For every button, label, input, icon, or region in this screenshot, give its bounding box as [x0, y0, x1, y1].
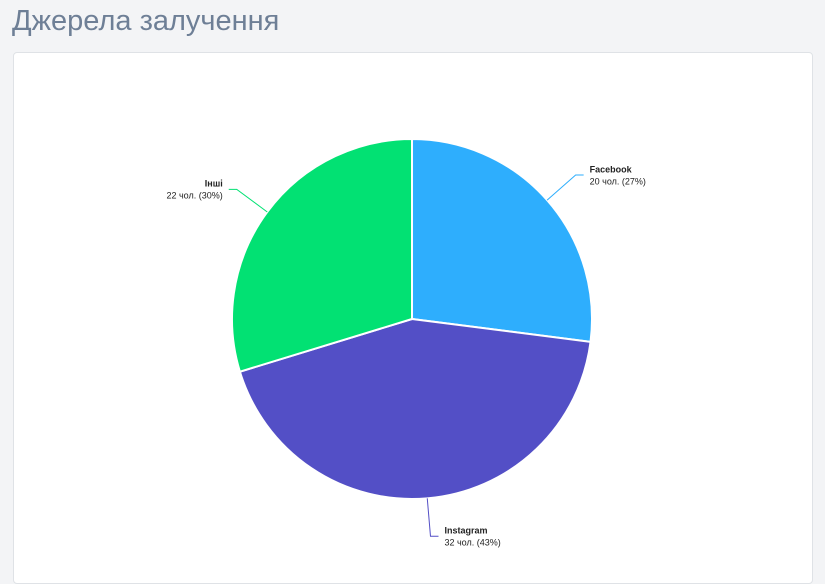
leader-line: [228, 188, 268, 213]
leader-line: [546, 174, 584, 201]
slice-value-label: 32 чол. (43%): [444, 538, 500, 548]
slice-name: Інші: [205, 179, 223, 189]
body: {"page_title": "Джерела залучення", "cha…: [12, 5, 813, 584]
pie-slice: [238, 317, 592, 500]
pie-slice: [411, 137, 593, 343]
pie-slice: [231, 137, 413, 373]
page: page html, body { margin: 0; padding: 0;…: [12, 5, 813, 584]
slice-name: Facebook: [590, 164, 633, 174]
slice-value-label: 22 чол. (30%): [166, 191, 222, 201]
page-title: Джерела залучення: [12, 5, 280, 37]
slice-name: Instagram: [444, 526, 487, 536]
chart: Facebook 20 чол. (27%) Instagram 32 чол. (4…: [166, 137, 646, 548]
slice-value-label: 20 чол. (27%): [590, 176, 646, 186]
leader-line: [426, 498, 439, 537]
